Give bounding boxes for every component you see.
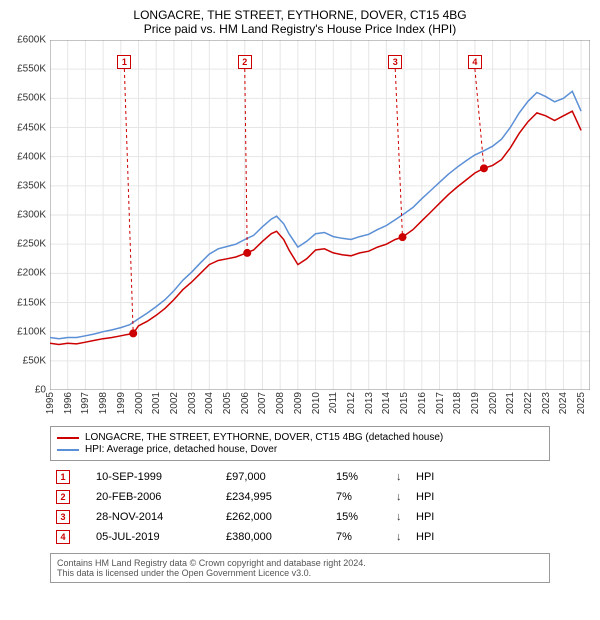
x-tick-label: 1997	[80, 392, 91, 414]
y-tick-label: £200K	[17, 268, 46, 279]
transaction-marker-dot	[129, 329, 137, 337]
legend-swatch	[57, 449, 79, 451]
transaction-marker-dot	[243, 249, 251, 257]
down-arrow-icon: ↓	[390, 487, 410, 507]
y-tick-label: £300K	[17, 210, 46, 221]
legend-label: HPI: Average price, detached house, Dove…	[85, 444, 277, 455]
x-tick-label: 2013	[364, 392, 375, 414]
chart-title-block: LONGACRE, THE STREET, EYTHORNE, DOVER, C…	[8, 8, 592, 36]
transaction-marker-flag: 1	[117, 55, 131, 69]
transaction-index: 3	[56, 510, 70, 524]
chart-title-main: LONGACRE, THE STREET, EYTHORNE, DOVER, C…	[8, 8, 592, 22]
transaction-date: 05-JUL-2019	[90, 527, 220, 547]
x-tick-label: 1996	[63, 392, 74, 414]
transactions-table: 110-SEP-1999£97,00015%↓HPI220-FEB-2006£2…	[50, 467, 550, 547]
x-tick-label: 2006	[240, 392, 251, 414]
chart-area: £0£50K£100K£150K£200K£250K£300K£350K£400…	[8, 40, 592, 420]
transaction-price: £97,000	[220, 467, 330, 487]
x-tick-label: 2004	[204, 392, 215, 414]
down-arrow-icon: ↓	[390, 527, 410, 547]
transaction-date: 28-NOV-2014	[90, 507, 220, 527]
transaction-marker-dot	[480, 164, 488, 172]
x-tick-label: 2025	[576, 392, 587, 414]
x-tick-label: 2003	[187, 392, 198, 414]
transaction-delta: 7%	[330, 527, 390, 547]
transaction-delta: 15%	[330, 507, 390, 527]
footer-line-1: Contains HM Land Registry data © Crown c…	[57, 558, 543, 568]
footer-line-2: This data is licensed under the Open Gov…	[57, 568, 543, 578]
y-tick-label: £50K	[23, 355, 46, 366]
x-tick-label: 2011	[328, 392, 339, 414]
x-tick-label: 1999	[116, 392, 127, 414]
transaction-marker-flag: 4	[468, 55, 482, 69]
x-tick-label: 2010	[311, 392, 322, 414]
legend-item: LONGACRE, THE STREET, EYTHORNE, DOVER, C…	[57, 432, 543, 443]
x-tick-label: 2015	[399, 392, 410, 414]
table-row: 4 05-JUL-2019£380,0007%↓HPI	[50, 527, 550, 547]
x-tick-label: 2005	[222, 392, 233, 414]
y-tick-label: £500K	[17, 93, 46, 104]
transaction-delta: 7%	[330, 487, 390, 507]
x-tick-label: 2014	[381, 392, 392, 414]
down-arrow-icon: ↓	[390, 467, 410, 487]
x-tick-label: 2021	[505, 392, 516, 414]
transaction-price: £380,000	[220, 527, 330, 547]
transaction-price: £234,995	[220, 487, 330, 507]
y-tick-label: £450K	[17, 122, 46, 133]
y-tick-label: £350K	[17, 180, 46, 191]
chart-plot	[50, 40, 590, 390]
x-tick-label: 2018	[452, 392, 463, 414]
x-tick-label: 2001	[151, 392, 162, 414]
x-tick-label: 1995	[45, 392, 56, 414]
legend-item: HPI: Average price, detached house, Dove…	[57, 444, 543, 455]
transaction-index: 4	[56, 530, 70, 544]
table-row: 2 20-FEB-2006£234,9957%↓HPI	[50, 487, 550, 507]
transaction-price: £262,000	[220, 507, 330, 527]
transaction-date: 10-SEP-1999	[90, 467, 220, 487]
y-tick-label: £150K	[17, 297, 46, 308]
transaction-index: 1	[56, 470, 70, 484]
x-tick-label: 2012	[346, 392, 357, 414]
x-tick-label: 2019	[470, 392, 481, 414]
x-tick-label: 2008	[275, 392, 286, 414]
transaction-delta: 15%	[330, 467, 390, 487]
y-tick-label: £550K	[17, 64, 46, 75]
transaction-date: 20-FEB-2006	[90, 487, 220, 507]
x-tick-label: 2023	[541, 392, 552, 414]
x-tick-label: 2022	[523, 392, 534, 414]
x-tick-label: 2024	[558, 392, 569, 414]
legend-swatch	[57, 437, 79, 439]
chart-legend: LONGACRE, THE STREET, EYTHORNE, DOVER, C…	[50, 426, 550, 461]
down-arrow-icon: ↓	[390, 507, 410, 527]
transaction-marker-flag: 3	[388, 55, 402, 69]
y-tick-label: £100K	[17, 326, 46, 337]
x-tick-label: 2007	[257, 392, 268, 414]
x-tick-label: 2000	[134, 392, 145, 414]
y-tick-label: £600K	[17, 35, 46, 46]
transaction-vs: HPI	[410, 487, 550, 507]
transaction-vs: HPI	[410, 467, 550, 487]
transaction-vs: HPI	[410, 527, 550, 547]
y-tick-label: £250K	[17, 239, 46, 250]
chart-footer: Contains HM Land Registry data © Crown c…	[50, 553, 550, 583]
y-tick-label: £400K	[17, 151, 46, 162]
table-row: 3 28-NOV-2014£262,00015%↓HPI	[50, 507, 550, 527]
transaction-index: 2	[56, 490, 70, 504]
x-tick-label: 1998	[98, 392, 109, 414]
table-row: 1 10-SEP-1999£97,00015%↓HPI	[50, 467, 550, 487]
legend-label: LONGACRE, THE STREET, EYTHORNE, DOVER, C…	[85, 432, 443, 443]
chart-title-sub: Price paid vs. HM Land Registry's House …	[8, 22, 592, 36]
x-tick-label: 2017	[435, 392, 446, 414]
x-tick-label: 2016	[417, 392, 428, 414]
x-tick-label: 2020	[488, 392, 499, 414]
transaction-marker-dot	[399, 233, 407, 241]
x-tick-label: 2002	[169, 392, 180, 414]
x-tick-label: 2009	[293, 392, 304, 414]
transaction-marker-flag: 2	[238, 55, 252, 69]
transaction-vs: HPI	[410, 507, 550, 527]
